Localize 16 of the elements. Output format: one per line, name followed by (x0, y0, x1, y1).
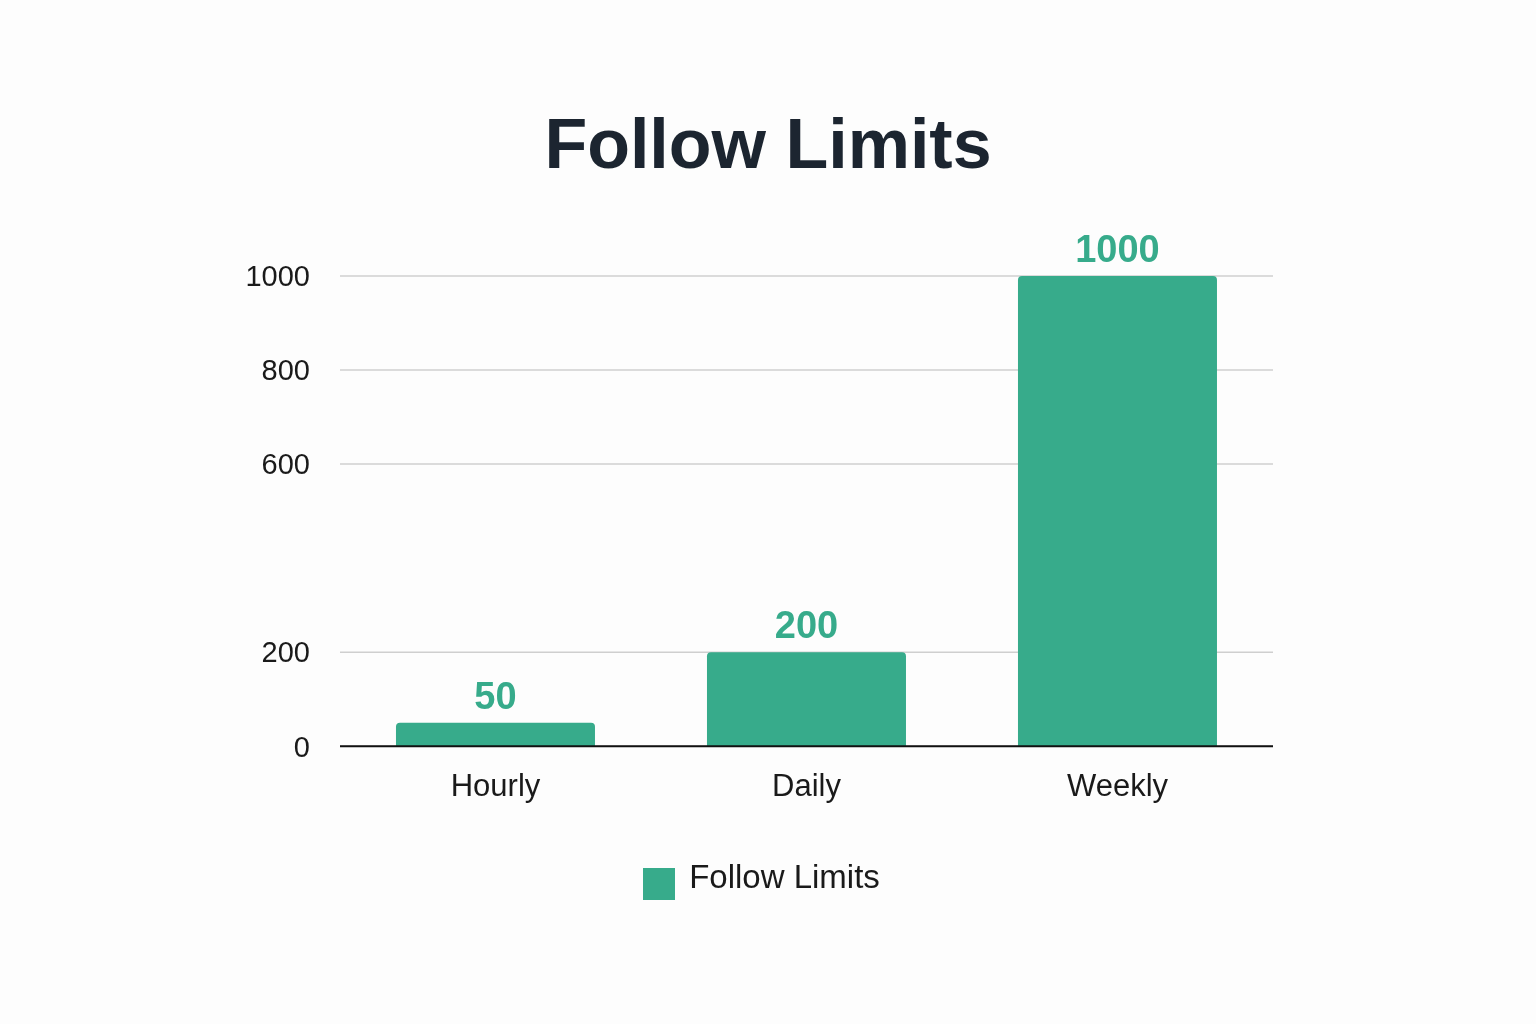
x-tick-label: Daily (772, 768, 842, 804)
data-label: 1000 (1075, 228, 1160, 270)
legend-label: Follow Limits (689, 858, 880, 896)
y-tick-label: 1000 (245, 260, 310, 293)
chart-title: Follow Limits (543, 104, 993, 184)
x-tick-label: Weekly (1066, 768, 1169, 804)
y-tick-label: 600 (261, 448, 310, 481)
y-tick-label: 200 (261, 636, 310, 669)
bar (1017, 276, 1217, 747)
bar (395, 722, 595, 747)
y-tick-label: 800 (261, 354, 310, 387)
data-label: 200 (774, 604, 839, 647)
bar (706, 652, 906, 747)
data-label: 50 (474, 674, 517, 717)
x-tick-label: Hourly (450, 768, 541, 804)
y-tick-label: 0 (293, 730, 310, 763)
